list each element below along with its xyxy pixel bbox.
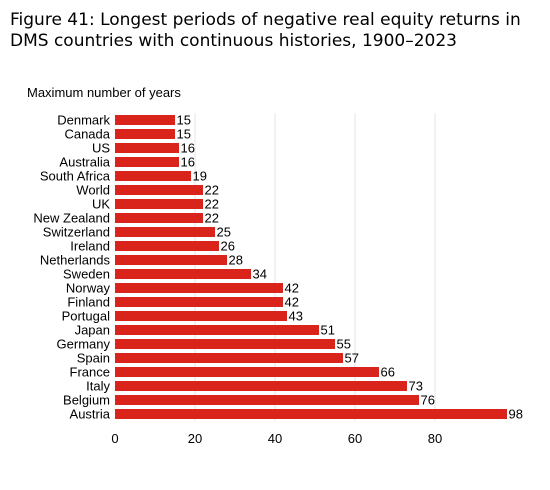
value-label: 22 xyxy=(205,183,219,198)
bar-france xyxy=(115,367,379,377)
value-label: 51 xyxy=(321,323,335,338)
bar-finland xyxy=(115,297,283,307)
value-label: 15 xyxy=(177,113,191,128)
bar-uk xyxy=(115,199,203,209)
category-label: Italy xyxy=(86,379,110,394)
category-label: Spain xyxy=(77,351,110,366)
bars xyxy=(115,115,507,419)
value-label: 28 xyxy=(229,253,243,268)
value-label: 22 xyxy=(205,211,219,226)
value-label: 25 xyxy=(217,225,231,240)
value-label: 76 xyxy=(421,393,435,408)
bar-netherlands xyxy=(115,255,227,265)
category-label: Australia xyxy=(59,155,110,170)
category-label: Portugal xyxy=(62,309,111,324)
x-tick-label: 40 xyxy=(268,431,282,446)
category-label: UK xyxy=(92,197,110,212)
value-labels: 1515161619222222252628344242435155576673… xyxy=(177,113,523,422)
category-label: France xyxy=(70,365,110,380)
value-label: 55 xyxy=(337,337,351,352)
bar-spain xyxy=(115,353,343,363)
category-label: New Zealand xyxy=(33,211,110,226)
bar-germany xyxy=(115,339,335,349)
bar-switzerland xyxy=(115,227,215,237)
value-label: 15 xyxy=(177,127,191,142)
bar-norway xyxy=(115,283,283,293)
category-label: Ireland xyxy=(70,239,110,254)
value-label: 66 xyxy=(381,365,395,380)
bar-italy xyxy=(115,381,407,391)
bar-world xyxy=(115,185,203,195)
category-label: Netherlands xyxy=(40,253,111,268)
y-axis-title: Maximum number of years xyxy=(27,85,181,100)
x-tick-label: 60 xyxy=(348,431,362,446)
value-label: 73 xyxy=(409,379,423,394)
bar-ireland xyxy=(115,241,219,251)
category-label: Finland xyxy=(67,295,110,310)
category-label: Germany xyxy=(57,337,111,352)
bar-canada xyxy=(115,129,175,139)
value-label: 42 xyxy=(285,281,299,296)
category-label: Austria xyxy=(70,407,111,422)
bar-south-africa xyxy=(115,171,191,181)
category-label: South Africa xyxy=(40,169,111,184)
bar-austria xyxy=(115,409,507,419)
bar-denmark xyxy=(115,115,175,125)
bar-japan xyxy=(115,325,319,335)
bar-belgium xyxy=(115,395,419,405)
value-label: 43 xyxy=(289,309,303,324)
category-label: Canada xyxy=(64,127,110,142)
chart-title: Figure 41: Longest periods of negative r… xyxy=(10,10,521,51)
category-label: Switzerland xyxy=(43,225,110,240)
bar-australia xyxy=(115,157,179,167)
category-label: Norway xyxy=(66,281,111,296)
category-label: World xyxy=(76,183,110,198)
category-label: US xyxy=(92,141,110,156)
value-label: 26 xyxy=(221,239,235,254)
x-tick-label: 0 xyxy=(111,431,118,446)
x-tick-labels: 0 20 40 60 80 xyxy=(111,431,442,446)
value-label: 98 xyxy=(509,407,523,422)
x-tick-label: 20 xyxy=(188,431,202,446)
category-label: Belgium xyxy=(63,393,110,408)
value-label: 22 xyxy=(205,197,219,212)
bar-us xyxy=(115,143,179,153)
value-label: 16 xyxy=(181,155,195,170)
category-label: Sweden xyxy=(63,267,110,282)
value-label: 57 xyxy=(345,351,359,366)
value-label: 42 xyxy=(285,295,299,310)
bar-portugal xyxy=(115,311,287,321)
category-label: Japan xyxy=(75,323,110,338)
value-label: 16 xyxy=(181,141,195,156)
bar-sweden xyxy=(115,269,251,279)
bar-new-zealand xyxy=(115,213,203,223)
value-label: 19 xyxy=(193,169,207,184)
x-tick-label: 80 xyxy=(428,431,442,446)
value-label: 34 xyxy=(253,267,267,282)
category-label: Denmark xyxy=(57,113,110,128)
